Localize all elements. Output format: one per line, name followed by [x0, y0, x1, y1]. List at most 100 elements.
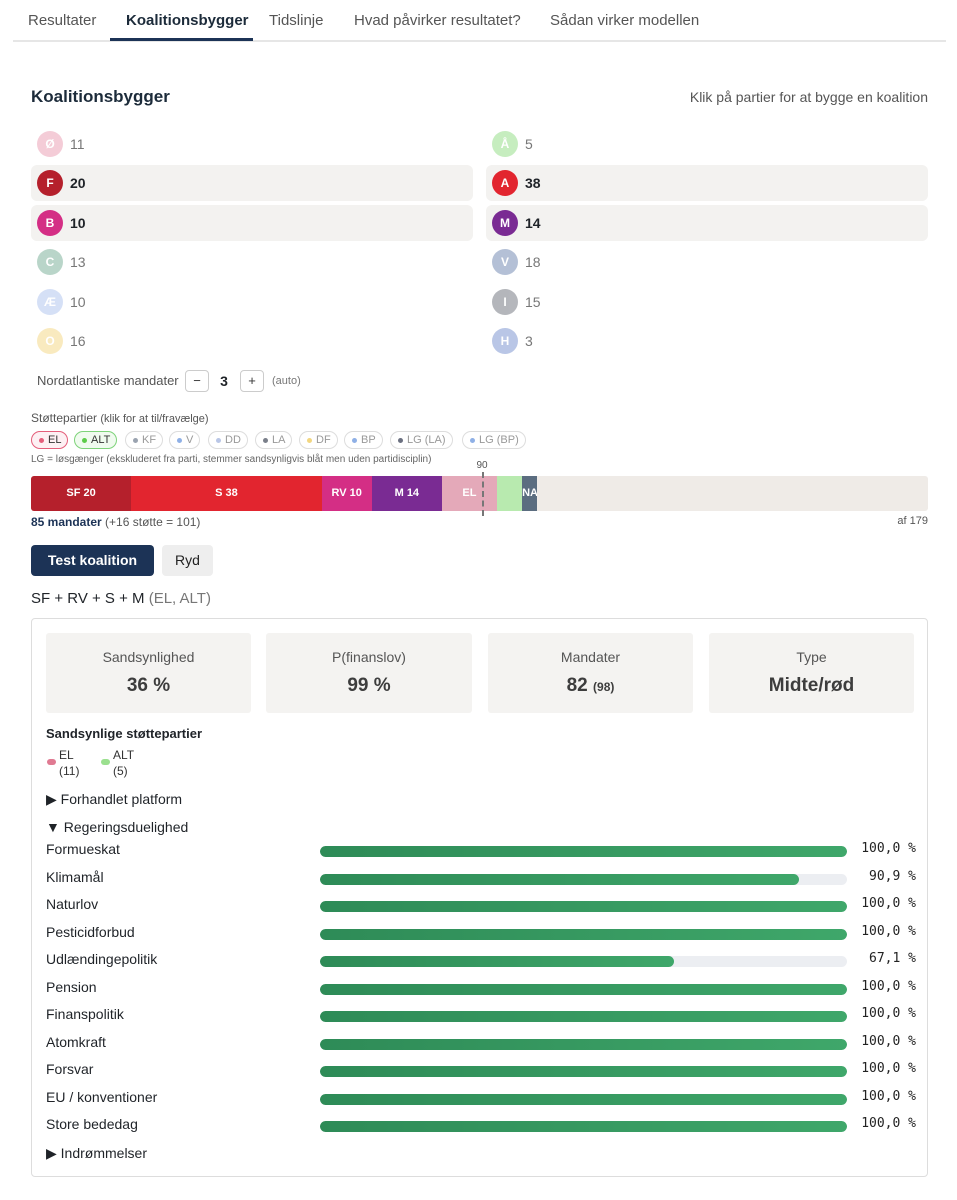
- party-badge: Å: [492, 131, 518, 157]
- increment-button[interactable]: +: [240, 370, 264, 392]
- chip-label: DF: [316, 434, 331, 446]
- support-chip[interactable]: ALT: [74, 431, 118, 449]
- seat-segment: SF 20: [31, 476, 132, 511]
- policy-bar-fill: [320, 846, 847, 857]
- likely-support-alt: ALT (5): [101, 747, 135, 779]
- chip-label: LG (LA): [407, 434, 446, 446]
- policy-bar: [320, 901, 847, 912]
- party-row[interactable]: Ø 11: [31, 126, 473, 162]
- policy-bar-fill: [320, 1038, 847, 1050]
- seat-segment: RV 10: [321, 476, 372, 511]
- party-row[interactable]: O 16: [31, 323, 473, 359]
- stat-type: Type Midte/rød: [709, 633, 914, 713]
- clear-button[interactable]: Ryd: [162, 545, 213, 576]
- stat-label: Sandsynlighed: [102, 649, 195, 665]
- stat-seats: Mandater 82 (98): [488, 633, 693, 713]
- tab-hvad-pavirker[interactable]: Hvad påvirker resultatet?: [354, 12, 521, 29]
- support-chip[interactable]: LG (BP): [462, 431, 526, 449]
- policy-bar-fill: [320, 1011, 847, 1022]
- likely-support-el: EL (11): [47, 747, 79, 779]
- policy-row: Atomkraft 100,0 %: [46, 1032, 916, 1054]
- party-row[interactable]: F 20: [31, 165, 473, 202]
- party-badge: Æ: [37, 288, 63, 315]
- chip-dot: [307, 438, 312, 443]
- policy-name: Pesticidforbud: [46, 923, 135, 940]
- support-chip[interactable]: V: [169, 431, 201, 449]
- tab-resultater[interactable]: Resultater: [28, 12, 97, 29]
- party-row[interactable]: I 15: [486, 284, 928, 320]
- likely-name: EL: [59, 748, 74, 762]
- chip-dot: [82, 438, 87, 443]
- support-chip[interactable]: LG (LA): [390, 431, 453, 449]
- party-seats: 11: [70, 136, 85, 152]
- policy-bar: [320, 846, 847, 857]
- test-coalition-button[interactable]: Test koalition: [31, 545, 154, 576]
- decrement-button[interactable]: −: [185, 370, 209, 392]
- policy-bar-fill: [320, 901, 847, 912]
- policy-bar: [320, 956, 847, 967]
- policy-row: Naturlov 100,0 %: [46, 894, 916, 916]
- coalition-support: (EL, ALT): [148, 590, 211, 607]
- results-panel: Sandsynlighed 36 % P(finanslov) 99 % Man…: [31, 618, 928, 1177]
- tab-tidslinje[interactable]: Tidslinje: [269, 12, 324, 29]
- chip-label: V: [186, 434, 194, 446]
- governability-toggle[interactable]: ▼ Regeringsduelighed: [46, 819, 189, 835]
- party-row[interactable]: M 14: [486, 204, 928, 241]
- seat-count-main: 85 mandater: [31, 515, 102, 529]
- tab-sadan-virker[interactable]: Sådan virker modellen: [550, 12, 700, 29]
- support-chip[interactable]: EL: [31, 431, 69, 449]
- party-row[interactable]: A 38: [486, 165, 928, 202]
- policy-row: Formueskat 100,0 %: [46, 839, 916, 861]
- party-badge: I: [492, 288, 518, 315]
- stat-finance-bill: P(finanslov) 99 %: [266, 633, 472, 713]
- policy-name: Store bededag: [46, 1116, 138, 1132]
- party-dot: [101, 759, 110, 765]
- stat-label: Type: [796, 649, 827, 665]
- support-chip[interactable]: KF: [125, 431, 164, 449]
- seat-segment: M 14: [371, 476, 442, 511]
- party-seats: 38: [525, 175, 541, 192]
- seat-total: af 179: [897, 515, 928, 527]
- chip-label: ALT: [91, 434, 111, 446]
- policy-name: Forsvar: [46, 1061, 94, 1077]
- party-row[interactable]: C 13: [31, 244, 473, 280]
- policy-bar: [320, 1093, 847, 1105]
- chip-dot: [398, 438, 403, 443]
- party-row[interactable]: B 10: [31, 204, 473, 241]
- chip-label: KF: [142, 434, 157, 446]
- policy-name: Naturlov: [46, 896, 99, 912]
- chip-label: EL: [48, 434, 62, 446]
- policy-bar-fill: [320, 1093, 847, 1105]
- policy-row: EU / konventioner 100,0 %: [46, 1087, 916, 1109]
- stat-label: Mandater: [560, 649, 621, 665]
- support-chip[interactable]: DD: [208, 431, 248, 449]
- policy-name: Finanspolitik: [46, 1006, 124, 1022]
- policy-bar: [320, 1038, 847, 1050]
- party-badge: C: [37, 249, 63, 276]
- builder-hint: Klik på partier for at bygge en koalitio…: [689, 89, 928, 105]
- party-badge: V: [492, 249, 518, 276]
- likely-name: ALT: [113, 748, 135, 762]
- platform-toggle[interactable]: ▶ Forhandlet platform: [46, 791, 183, 807]
- party-badge: H: [492, 328, 518, 354]
- seat-segment: [497, 476, 523, 511]
- support-chip[interactable]: DF: [299, 431, 338, 449]
- party-badge: F: [37, 170, 63, 197]
- stat-seats-sub: (98): [593, 680, 615, 694]
- policy-value: 90,9 %: [869, 868, 916, 884]
- stat-seats-value: 82: [566, 675, 588, 696]
- party-seats: 18: [525, 254, 541, 271]
- support-chip[interactable]: LA: [255, 431, 293, 449]
- policy-row: Pesticidforbud 100,0 %: [46, 922, 916, 944]
- policy-bar-fill: [320, 1066, 847, 1077]
- support-chip[interactable]: BP: [344, 431, 383, 449]
- party-badge: A: [492, 170, 518, 197]
- party-row[interactable]: V 18: [486, 244, 928, 280]
- likely-seats: (5): [113, 764, 128, 778]
- seat-count: 85 mandater (+16 støtte = 101): [31, 515, 200, 529]
- concessions-toggle[interactable]: ▶ Indrømmelser: [46, 1145, 148, 1161]
- party-row[interactable]: Æ 10: [31, 284, 473, 320]
- tab-koalitionsbygger[interactable]: Koalitionsbygger: [126, 12, 249, 29]
